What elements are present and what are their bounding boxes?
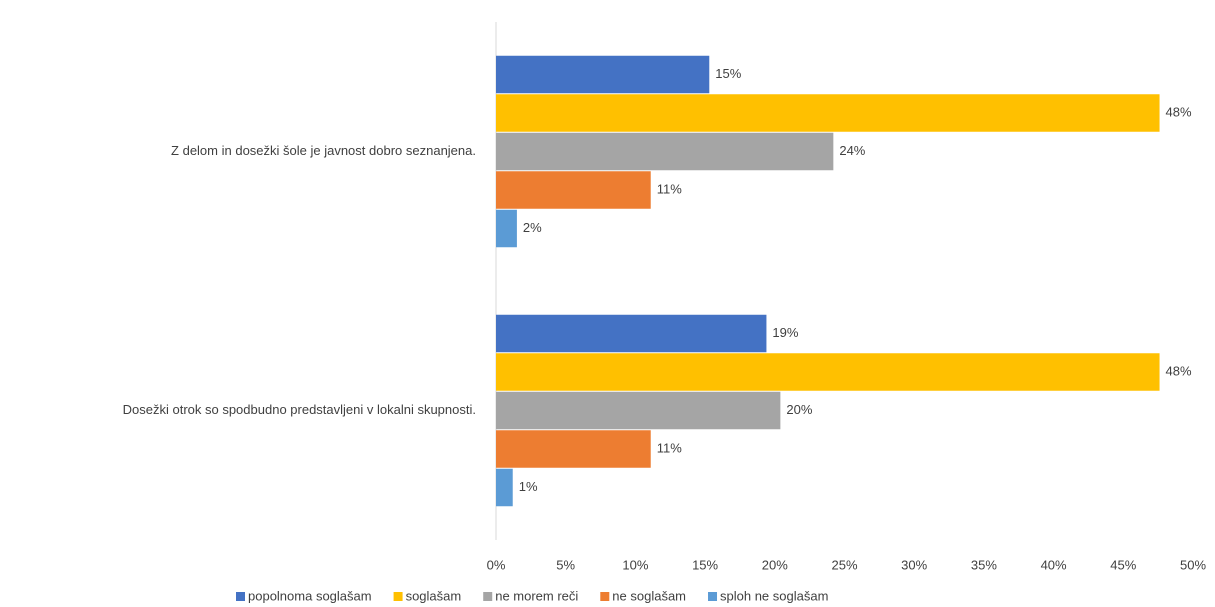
legend-swatch bbox=[708, 592, 718, 601]
bar bbox=[496, 94, 1160, 132]
x-tick-label: 0% bbox=[487, 557, 506, 572]
data-label: 2% bbox=[523, 220, 542, 235]
bar bbox=[496, 132, 834, 171]
data-label: 11% bbox=[657, 440, 682, 455]
legend-label: ne morem reči bbox=[495, 588, 578, 603]
data-label: 48% bbox=[1166, 363, 1192, 378]
data-label: 19% bbox=[772, 325, 798, 340]
legend-label: ne soglašam bbox=[612, 588, 686, 603]
x-tick-label: 30% bbox=[901, 557, 927, 572]
bar bbox=[496, 314, 767, 353]
x-tick-label: 5% bbox=[556, 557, 575, 572]
category-label: Dosežki otrok so spodbudno predstavljeni… bbox=[123, 402, 476, 417]
data-label: 1% bbox=[519, 479, 538, 494]
legend-swatch bbox=[236, 592, 245, 601]
legend-label: sploh ne soglašam bbox=[720, 588, 828, 603]
x-tick-label: 40% bbox=[1041, 557, 1067, 572]
category-label: Z delom in dosežki šole je javnost dobro… bbox=[171, 143, 476, 158]
x-tick-label: 10% bbox=[622, 557, 648, 572]
legend-swatch bbox=[600, 592, 610, 601]
bar bbox=[496, 209, 517, 248]
data-label: 15% bbox=[715, 66, 741, 81]
bar bbox=[496, 391, 781, 430]
legend-label: popolnoma soglašam bbox=[248, 588, 372, 603]
bar bbox=[496, 430, 651, 468]
x-tick-label: 45% bbox=[1110, 557, 1136, 572]
legend-swatch bbox=[393, 592, 403, 601]
bar bbox=[496, 55, 710, 94]
x-tick-label: 15% bbox=[692, 557, 718, 572]
data-label: 48% bbox=[1166, 104, 1192, 119]
bar bbox=[496, 468, 513, 507]
legend-label: soglašam bbox=[406, 588, 462, 603]
legend-swatch bbox=[483, 592, 493, 601]
data-label: 20% bbox=[786, 402, 812, 417]
x-tick-label: 35% bbox=[971, 557, 997, 572]
x-tick-label: 20% bbox=[762, 557, 788, 572]
x-tick-label: 25% bbox=[831, 557, 857, 572]
bar bbox=[496, 171, 651, 209]
x-tick-label: 50% bbox=[1180, 557, 1206, 572]
bar bbox=[496, 353, 1160, 391]
data-label: 24% bbox=[839, 143, 865, 158]
data-label: 11% bbox=[657, 181, 682, 196]
